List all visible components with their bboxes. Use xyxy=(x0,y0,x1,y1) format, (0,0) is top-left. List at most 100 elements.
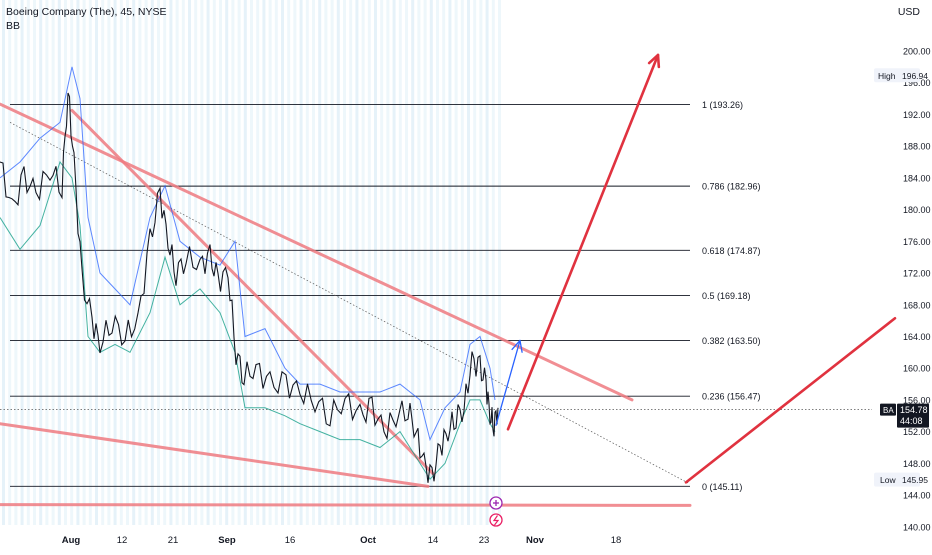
red-projection-arrow xyxy=(506,53,660,431)
grid-bar xyxy=(76,0,80,525)
price-tick: 148.00 xyxy=(903,459,931,469)
grid-bar xyxy=(454,0,458,525)
grid-shading xyxy=(2,0,501,525)
base-line xyxy=(0,503,692,507)
low-tag-bg xyxy=(874,472,920,487)
grid-bar xyxy=(188,0,191,525)
price-tick: 156.00 xyxy=(903,395,931,405)
price-tick: 152.00 xyxy=(903,427,931,437)
grid-bar xyxy=(262,0,266,525)
grid-bar xyxy=(243,0,247,525)
fib-label: 0.786 (182.96) xyxy=(702,182,761,192)
last-price-value: 154.78 xyxy=(900,405,928,415)
grid-bar xyxy=(2,0,5,525)
grid-bar xyxy=(423,0,427,525)
grid-bar xyxy=(460,0,464,525)
grid-bar xyxy=(485,0,489,525)
projection-arrows xyxy=(495,53,897,484)
price-tick: 172.00 xyxy=(903,269,931,279)
grid-bar xyxy=(231,0,235,525)
grid-bar xyxy=(51,0,55,525)
price-tick: 140.00 xyxy=(903,522,931,532)
price-axis: 200.00 196.00 192.00 188.00 184.00 180.00 176.… xyxy=(874,47,931,532)
time-tick: 14 xyxy=(428,535,439,546)
fibonacci-levels: 1 (193.26) 0.786 (182.96) 0.618 (174.87) 0.… xyxy=(10,100,761,492)
grid-bar xyxy=(150,0,154,525)
grid-bar xyxy=(126,0,129,525)
price-tick: 188.00 xyxy=(903,142,931,152)
time-tick: 16 xyxy=(285,535,296,546)
grid-bar xyxy=(429,0,433,525)
time-tick: Oct xyxy=(360,535,377,546)
grid-bar xyxy=(119,0,123,525)
price-tick: 144.00 xyxy=(903,491,931,501)
grid-bar xyxy=(200,0,204,525)
grid-bar xyxy=(467,0,470,525)
grid-bar xyxy=(349,0,353,525)
grid-bar xyxy=(268,0,272,525)
grid-bar xyxy=(287,0,291,525)
price-series xyxy=(0,92,872,483)
grid-bar xyxy=(343,0,346,525)
chart-title: Boeing Company (The), 45, NYSE xyxy=(6,6,167,18)
upper-trendline xyxy=(0,102,634,402)
time-tick: 18 xyxy=(611,535,622,546)
grid-bar xyxy=(20,0,24,525)
grid-bar xyxy=(194,0,198,525)
grid-bar xyxy=(293,0,297,525)
grid-bar xyxy=(26,0,30,525)
last-price-tag-bg xyxy=(897,403,929,428)
low-tag-label: Low xyxy=(880,475,896,485)
grid-bar xyxy=(299,0,303,525)
grid-bar xyxy=(479,0,483,525)
grid-bar xyxy=(417,0,421,525)
grid-bar xyxy=(367,0,371,525)
price-tick: 176.00 xyxy=(903,237,931,247)
price-tick: 160.00 xyxy=(903,364,931,374)
currency-label: USD xyxy=(897,6,920,18)
grid-bar xyxy=(39,0,43,525)
high-tag-value: 196.94 xyxy=(902,71,928,81)
grid-bar xyxy=(318,0,322,525)
grid-bar xyxy=(157,0,160,525)
grid-bar xyxy=(82,0,86,525)
grid-bar xyxy=(355,0,359,525)
price-tick: 180.00 xyxy=(903,205,931,215)
grid-bar xyxy=(101,0,105,525)
time-tick: 21 xyxy=(168,535,179,546)
time-tick: Nov xyxy=(526,535,545,546)
grid-bar xyxy=(95,0,98,525)
symbol-tag-bg xyxy=(880,403,896,416)
grid-bar xyxy=(45,0,49,525)
grid-bar xyxy=(398,0,402,525)
price-tick: 164.00 xyxy=(903,332,931,342)
grid-bar xyxy=(237,0,241,525)
grid-bar xyxy=(312,0,315,525)
price-tick: 184.00 xyxy=(903,173,931,183)
time-tick: Aug xyxy=(62,535,81,546)
grid-bar xyxy=(374,0,377,525)
grid-bar xyxy=(70,0,74,525)
low-tag-value: 145.95 xyxy=(902,475,928,485)
grid-bar xyxy=(448,0,452,525)
grid-bar xyxy=(324,0,328,525)
grid-bar xyxy=(330,0,334,525)
fib-label: 1 (193.26) xyxy=(702,100,743,110)
grid-bar xyxy=(361,0,365,525)
grid-bar xyxy=(274,0,278,525)
time-tick: 12 xyxy=(117,535,128,546)
time-axis: Aug 12 21 Sep 16 Oct 14 23 Nov 18 xyxy=(62,535,622,546)
fib-label: 0.618 (174.87) xyxy=(702,246,761,256)
bb-lower-band xyxy=(0,160,496,481)
grid-bar xyxy=(181,0,185,525)
grid-bar xyxy=(411,0,415,525)
price-line xyxy=(0,92,499,483)
grid-bar xyxy=(405,0,408,525)
grid-bar xyxy=(88,0,92,525)
time-tick: Sep xyxy=(218,535,236,546)
grid-bar xyxy=(206,0,210,525)
grid-bar xyxy=(256,0,260,525)
grid-bar xyxy=(281,0,284,525)
